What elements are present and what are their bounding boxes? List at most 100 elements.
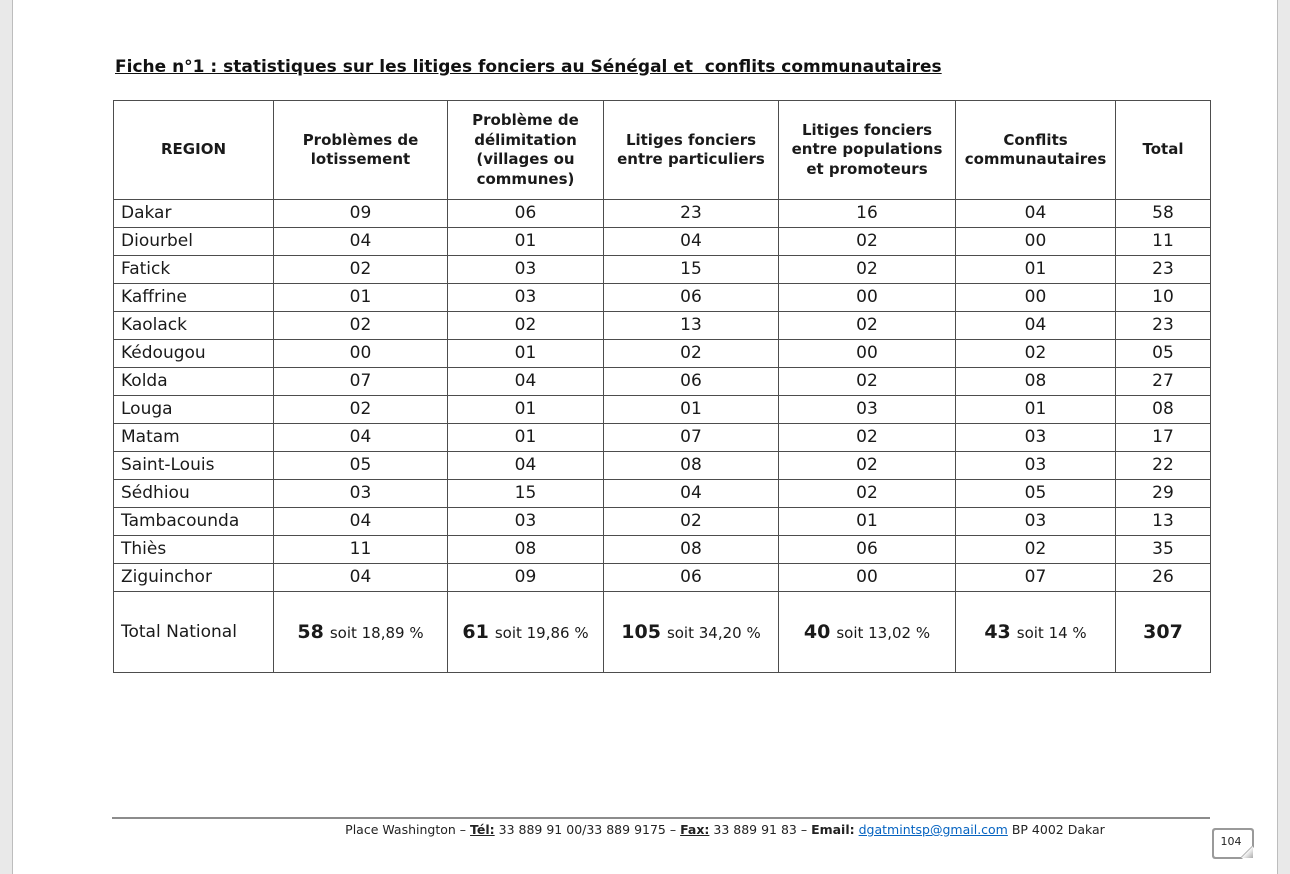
region-cell: Kolda	[113, 367, 274, 396]
value-cell: 07	[955, 563, 1116, 592]
value-cell: 04	[273, 423, 448, 452]
page-number: 104	[1220, 835, 1242, 848]
footer-text-segment: 33 889 91 83 –	[709, 822, 812, 837]
table-total-row: Total National 58 soit 18,89 % 61 soit 19,…	[113, 591, 1211, 673]
value-cell: 23	[1115, 255, 1211, 284]
value-cell: 02	[273, 311, 448, 340]
value-cell: 01	[273, 283, 448, 312]
value-cell: 00	[778, 283, 956, 312]
value-cell: 58	[1115, 199, 1211, 228]
value-cell: 00	[778, 563, 956, 592]
value-cell: 13	[1115, 507, 1211, 536]
value-cell: 05	[1115, 339, 1211, 368]
table-row: Kaffrine 01 03 06 00 00 10	[113, 283, 1211, 312]
footer-text-segment: Tél:	[470, 822, 495, 837]
value-cell: 01	[447, 339, 604, 368]
value-cell: 06	[603, 367, 779, 396]
region-cell: Diourbel	[113, 227, 274, 256]
region-cell: Louga	[113, 395, 274, 424]
header-cell-conflits: Conflits communautaires	[955, 100, 1116, 200]
value-cell: 02	[778, 255, 956, 284]
footer-text-segment: BP 4002 Dakar	[1007, 822, 1105, 837]
value-cell: 08	[1115, 395, 1211, 424]
value-cell: 09	[273, 199, 448, 228]
region-cell: Dakar	[113, 199, 274, 228]
value-cell: 11	[273, 535, 448, 564]
total-value-cell: 43 soit 14 %	[955, 591, 1116, 673]
header-cell-delimitation: Problème de délimitation (villages ou co…	[447, 100, 604, 200]
value-cell: 02	[778, 451, 956, 480]
value-cell: 23	[603, 199, 779, 228]
value-cell: 10	[1115, 283, 1211, 312]
value-cell: 03	[447, 507, 604, 536]
total-value-cell: 105 soit 34,20 %	[603, 591, 779, 673]
value-cell: 06	[603, 563, 779, 592]
value-cell: 06	[778, 535, 956, 564]
total-percent: soit 18,89 %	[329, 623, 424, 642]
footer-text-segment: Place Washington –	[345, 822, 471, 837]
region-cell: Saint-Louis	[113, 451, 274, 480]
value-cell: 01	[955, 255, 1116, 284]
table-header: REGION Problèmes de lotissement Problème…	[113, 100, 1211, 200]
value-cell: 08	[603, 451, 779, 480]
total-number: 307	[1143, 620, 1183, 643]
table-row: Diourbel 04 01 04 02 00 11	[113, 227, 1211, 256]
value-cell: 04	[955, 199, 1116, 228]
total-value-cell: 40 soit 13,02 %	[778, 591, 956, 673]
value-cell: 03	[955, 507, 1116, 536]
value-cell: 04	[273, 507, 448, 536]
table-row: Kolda 07 04 06 02 08 27	[113, 367, 1211, 396]
page-title: Fiche n°1 : statistiques sur les litiges…	[115, 57, 942, 77]
footer-email-link[interactable]: dgatmintsp@gmail.com	[858, 822, 1008, 837]
value-cell: 01	[778, 507, 956, 536]
total-percent: soit 19,86 %	[494, 623, 589, 642]
value-cell: 04	[273, 227, 448, 256]
total-percent: soit 14 %	[1016, 623, 1087, 642]
value-cell: 02	[273, 395, 448, 424]
total-grand-total-cell: 307	[1115, 591, 1211, 673]
value-cell: 00	[955, 283, 1116, 312]
value-cell: 01	[447, 227, 604, 256]
value-cell: 07	[603, 423, 779, 452]
value-cell: 02	[603, 339, 779, 368]
value-cell: 01	[955, 395, 1116, 424]
region-cell: Thiès	[113, 535, 274, 564]
value-cell: 06	[447, 199, 604, 228]
value-cell: 04	[447, 451, 604, 480]
header-cell-particuliers: Litiges fonciers entre particuliers	[603, 100, 779, 200]
value-cell: 22	[1115, 451, 1211, 480]
value-cell: 06	[603, 283, 779, 312]
table-row: Kaolack 02 02 13 02 04 23	[113, 311, 1211, 340]
value-cell: 03	[273, 479, 448, 508]
value-cell: 03	[778, 395, 956, 424]
table-header-row: REGION Problèmes de lotissement Problème…	[113, 100, 1211, 200]
footer-divider	[112, 817, 1210, 819]
header-cell-lotissement: Problèmes de lotissement	[273, 100, 448, 200]
value-cell: 29	[1115, 479, 1211, 508]
value-cell: 02	[778, 367, 956, 396]
statistics-table: REGION Problèmes de lotissement Problème…	[113, 100, 1211, 673]
value-cell: 03	[447, 283, 604, 312]
table-row: Dakar 09 06 23 16 04 58	[113, 199, 1211, 228]
header-cell-total: Total	[1115, 100, 1211, 200]
value-cell: 13	[603, 311, 779, 340]
value-cell: 17	[1115, 423, 1211, 452]
total-percent: soit 34,20 %	[666, 623, 761, 642]
value-cell: 00	[955, 227, 1116, 256]
value-cell: 08	[447, 535, 604, 564]
value-cell: 00	[778, 339, 956, 368]
value-cell: 08	[955, 367, 1116, 396]
table-row: Louga 02 01 01 03 01 08	[113, 395, 1211, 424]
total-percent: soit 13,02 %	[836, 623, 931, 642]
page-number-badge: 104	[1212, 828, 1254, 859]
total-number: 105	[621, 620, 661, 643]
value-cell: 04	[273, 563, 448, 592]
value-cell: 09	[447, 563, 604, 592]
value-cell: 35	[1115, 535, 1211, 564]
table-row: Thiès 11 08 08 06 02 35	[113, 535, 1211, 564]
value-cell: 04	[603, 479, 779, 508]
value-cell: 02	[955, 339, 1116, 368]
total-number: 58	[297, 620, 324, 643]
value-cell: 07	[273, 367, 448, 396]
value-cell: 02	[955, 535, 1116, 564]
